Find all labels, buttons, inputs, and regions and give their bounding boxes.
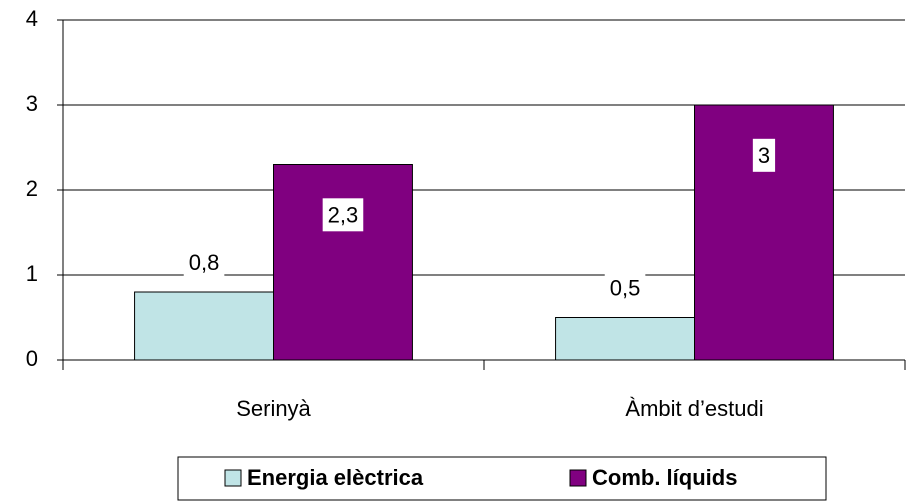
x-tick-label: Serinyà <box>236 396 311 421</box>
legend: Energia elèctrica Comb. líquids <box>177 456 827 501</box>
y-tick-label: 1 <box>26 261 38 286</box>
bar <box>273 164 413 361</box>
bar <box>134 291 274 361</box>
value-label-bg <box>604 271 646 305</box>
value-label-bg <box>322 198 364 232</box>
legend-box <box>177 456 827 501</box>
y-tick-label: 4 <box>26 6 38 31</box>
value-label-bg <box>752 138 776 172</box>
value-label: 0,5 <box>610 275 641 300</box>
value-label: 2,3 <box>328 202 359 227</box>
y-tick-label: 2 <box>26 176 38 201</box>
legend-label: Comb. líquids <box>592 465 737 490</box>
value-label-bg <box>183 245 225 279</box>
bar <box>555 317 695 361</box>
legend-label: Energia elèctrica <box>247 465 424 490</box>
x-tick-label: Àmbit d’estudi <box>625 396 763 421</box>
y-tick-label: 0 <box>26 346 38 371</box>
legend-swatch <box>569 469 587 487</box>
value-label: 0,8 <box>189 250 220 275</box>
y-tick-label: 3 <box>26 91 38 116</box>
value-label: 3 <box>758 143 770 168</box>
legend-swatch <box>224 469 242 487</box>
